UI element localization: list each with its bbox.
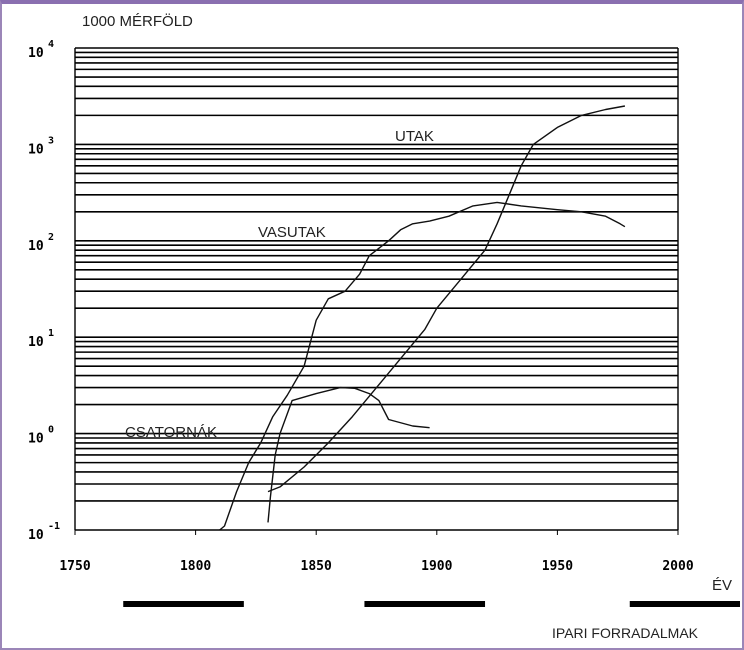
x-tick-label: 1800 <box>180 559 211 574</box>
y-tick-exponent: 4 <box>48 39 54 50</box>
y-tick-label: 10 <box>28 46 44 61</box>
footer-caption: IPARI FORRADALMAK <box>552 625 699 641</box>
series-group <box>219 105 626 531</box>
y-tick-label: 10 <box>28 142 44 157</box>
y-tick-label: 10 <box>28 239 44 254</box>
revolution-period-bar <box>629 601 740 607</box>
axes-group: 1750 1800 1850 1900 1950 2000 10 -1 10 0 10 1 10 2 10 3… <box>28 39 694 574</box>
y-tick-exponent: 1 <box>48 328 54 339</box>
y-tick-label: 10 <box>28 528 44 543</box>
x-tick-label: 1750 <box>59 559 90 574</box>
gridlines <box>75 47 678 531</box>
series-label-vasutak: VASUTAK <box>258 224 326 241</box>
series-line-utak <box>267 105 626 493</box>
series-label-csatornak: CSATORNÁK <box>125 424 217 441</box>
y-axis-label: 1000 MÉRFÖLD <box>82 12 193 30</box>
y-tick-label: 10 <box>28 432 44 447</box>
y-tick-exponent: 3 <box>48 135 54 146</box>
x-tick-label: 1850 <box>301 559 332 574</box>
series-line-vasutak <box>219 201 626 531</box>
revolution-period-bar <box>123 601 244 607</box>
x-axis-label: ÉV <box>712 577 732 594</box>
x-tick-label: 2000 <box>662 559 693 574</box>
y-tick-exponent: -1 <box>48 521 60 532</box>
revolution-period-bar <box>364 601 486 607</box>
x-tick-label: 1900 <box>421 559 452 574</box>
x-tick-label: 1950 <box>542 559 573 574</box>
footer-group <box>123 601 740 607</box>
y-tick-exponent: 0 <box>48 425 54 436</box>
y-tick-label: 10 <box>28 335 44 350</box>
y-tick-exponent: 2 <box>48 232 54 243</box>
series-label-utak: UTAK <box>395 128 434 145</box>
series-line-csatornk <box>267 386 430 523</box>
